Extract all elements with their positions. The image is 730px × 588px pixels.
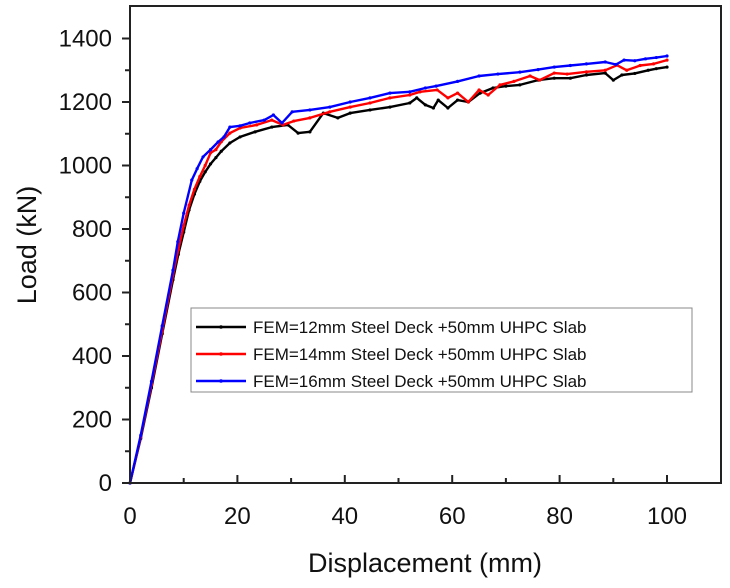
y-tick-label: 400 bbox=[72, 343, 112, 370]
x-tick-label: 80 bbox=[546, 503, 573, 530]
y-tick-label: 1000 bbox=[59, 153, 112, 180]
y-tick-label: 600 bbox=[72, 280, 112, 307]
x-axis-title: Displacement (mm) bbox=[308, 548, 542, 578]
x-tick-label: 40 bbox=[331, 503, 358, 530]
y-tick-label: 200 bbox=[72, 407, 112, 434]
series-markers-3 bbox=[128, 54, 669, 485]
y-axis-title: Load (kN) bbox=[12, 186, 42, 305]
y-tick-label: 1400 bbox=[59, 26, 112, 53]
series-line-2 bbox=[128, 58, 668, 484]
plot-frame bbox=[129, 5, 722, 484]
series-line-3 bbox=[128, 54, 668, 484]
legend-item-1: FEM=12mm Steel Deck +50mm UHPC Slab bbox=[196, 318, 587, 337]
legend: FEM=12mm Steel Deck +50mm UHPC Slab FEM=1… bbox=[190, 307, 693, 393]
legend-label: FEM=16mm Steel Deck +50mm UHPC Slab bbox=[253, 372, 587, 391]
legend-box bbox=[190, 307, 693, 393]
x-tick-label: 100 bbox=[647, 503, 687, 530]
legend-item-2: FEM=14mm Steel Deck +50mm UHPC Slab bbox=[196, 345, 587, 364]
legend-label: FEM=14mm Steel Deck +50mm UHPC Slab bbox=[253, 345, 587, 364]
series-line-1 bbox=[128, 65, 668, 484]
series-markers-1 bbox=[128, 65, 669, 485]
x-tick-label: 0 bbox=[123, 503, 136, 530]
legend-item-3: FEM=16mm Steel Deck +50mm UHPC Slab bbox=[196, 372, 587, 391]
x-tick-label: 20 bbox=[224, 503, 251, 530]
series-layer bbox=[128, 54, 669, 485]
y-tick-label: 800 bbox=[72, 216, 112, 243]
legend-label: FEM=12mm Steel Deck +50mm UHPC Slab bbox=[253, 318, 587, 337]
x-axis: 0 20 40 60 80 100 bbox=[123, 475, 687, 530]
y-axis: 0 200 400 600 800 1000 1200 1400 bbox=[59, 26, 130, 497]
y-tick-label: 1200 bbox=[59, 89, 112, 116]
x-tick-label: 60 bbox=[439, 503, 466, 530]
y-tick-label: 0 bbox=[99, 470, 112, 497]
series-markers-2 bbox=[128, 58, 669, 485]
